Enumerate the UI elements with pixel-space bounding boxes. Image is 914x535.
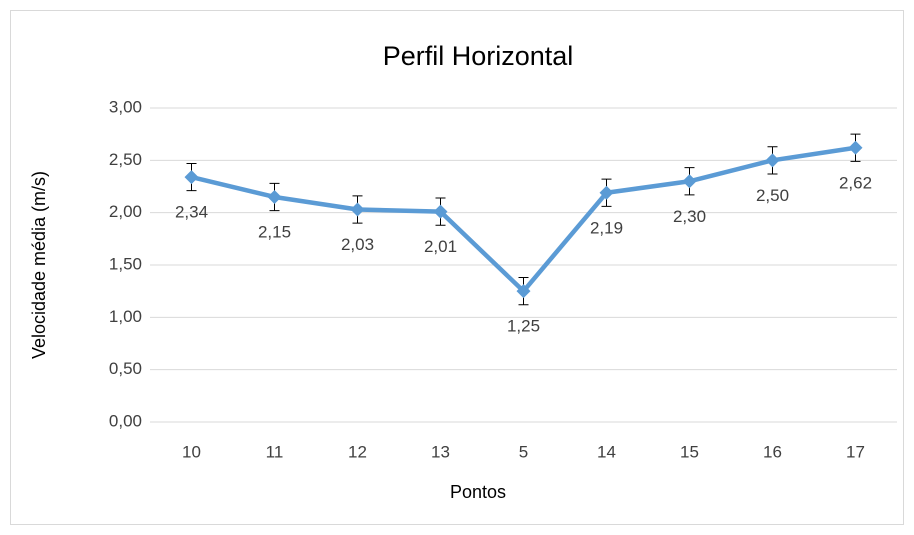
- marker: [599, 185, 614, 200]
- y-axis-label: Velocidade média (m/s): [29, 171, 49, 359]
- x-tick-label: 15: [680, 442, 699, 461]
- marker: [267, 189, 282, 204]
- y-tick-label: 1,50: [109, 254, 142, 273]
- chart-title: Perfil Horizontal: [383, 41, 574, 71]
- y-tick-label: 2,00: [109, 202, 142, 221]
- data-label: 2,19: [590, 218, 623, 237]
- data-label: 2,03: [341, 235, 374, 254]
- data-label: 2,50: [756, 186, 789, 205]
- x-tick-label: 12: [348, 442, 367, 461]
- y-tick-label: 0,50: [109, 359, 142, 378]
- x-axis-label: Pontos: [450, 482, 506, 502]
- x-tick-label: 5: [519, 442, 528, 461]
- data-label: 2,62: [839, 173, 872, 192]
- marker: [516, 284, 531, 299]
- x-tick-label: 16: [763, 442, 782, 461]
- marker: [350, 202, 365, 217]
- data-label: 2,15: [258, 222, 291, 241]
- x-tick-label: 17: [846, 442, 865, 461]
- data-label: 2,30: [673, 207, 706, 226]
- marker: [433, 204, 448, 219]
- x-tick-label: 11: [266, 442, 284, 461]
- chart-frame: [10, 10, 904, 525]
- marker: [682, 174, 697, 189]
- x-tick-label: 10: [182, 442, 201, 461]
- marker: [848, 140, 863, 155]
- y-tick-label: 2,50: [109, 150, 142, 169]
- marker: [184, 170, 199, 185]
- y-tick-label: 3,00: [109, 97, 142, 116]
- y-tick-label: 1,00: [109, 307, 142, 326]
- x-tick-label: 14: [597, 442, 616, 461]
- marker: [765, 153, 780, 168]
- x-tick-label: 13: [431, 442, 450, 461]
- data-label: 2,01: [424, 237, 457, 256]
- y-tick-label: 0,00: [109, 411, 142, 430]
- data-label: 1,25: [507, 317, 540, 336]
- data-label: 2,34: [175, 203, 208, 222]
